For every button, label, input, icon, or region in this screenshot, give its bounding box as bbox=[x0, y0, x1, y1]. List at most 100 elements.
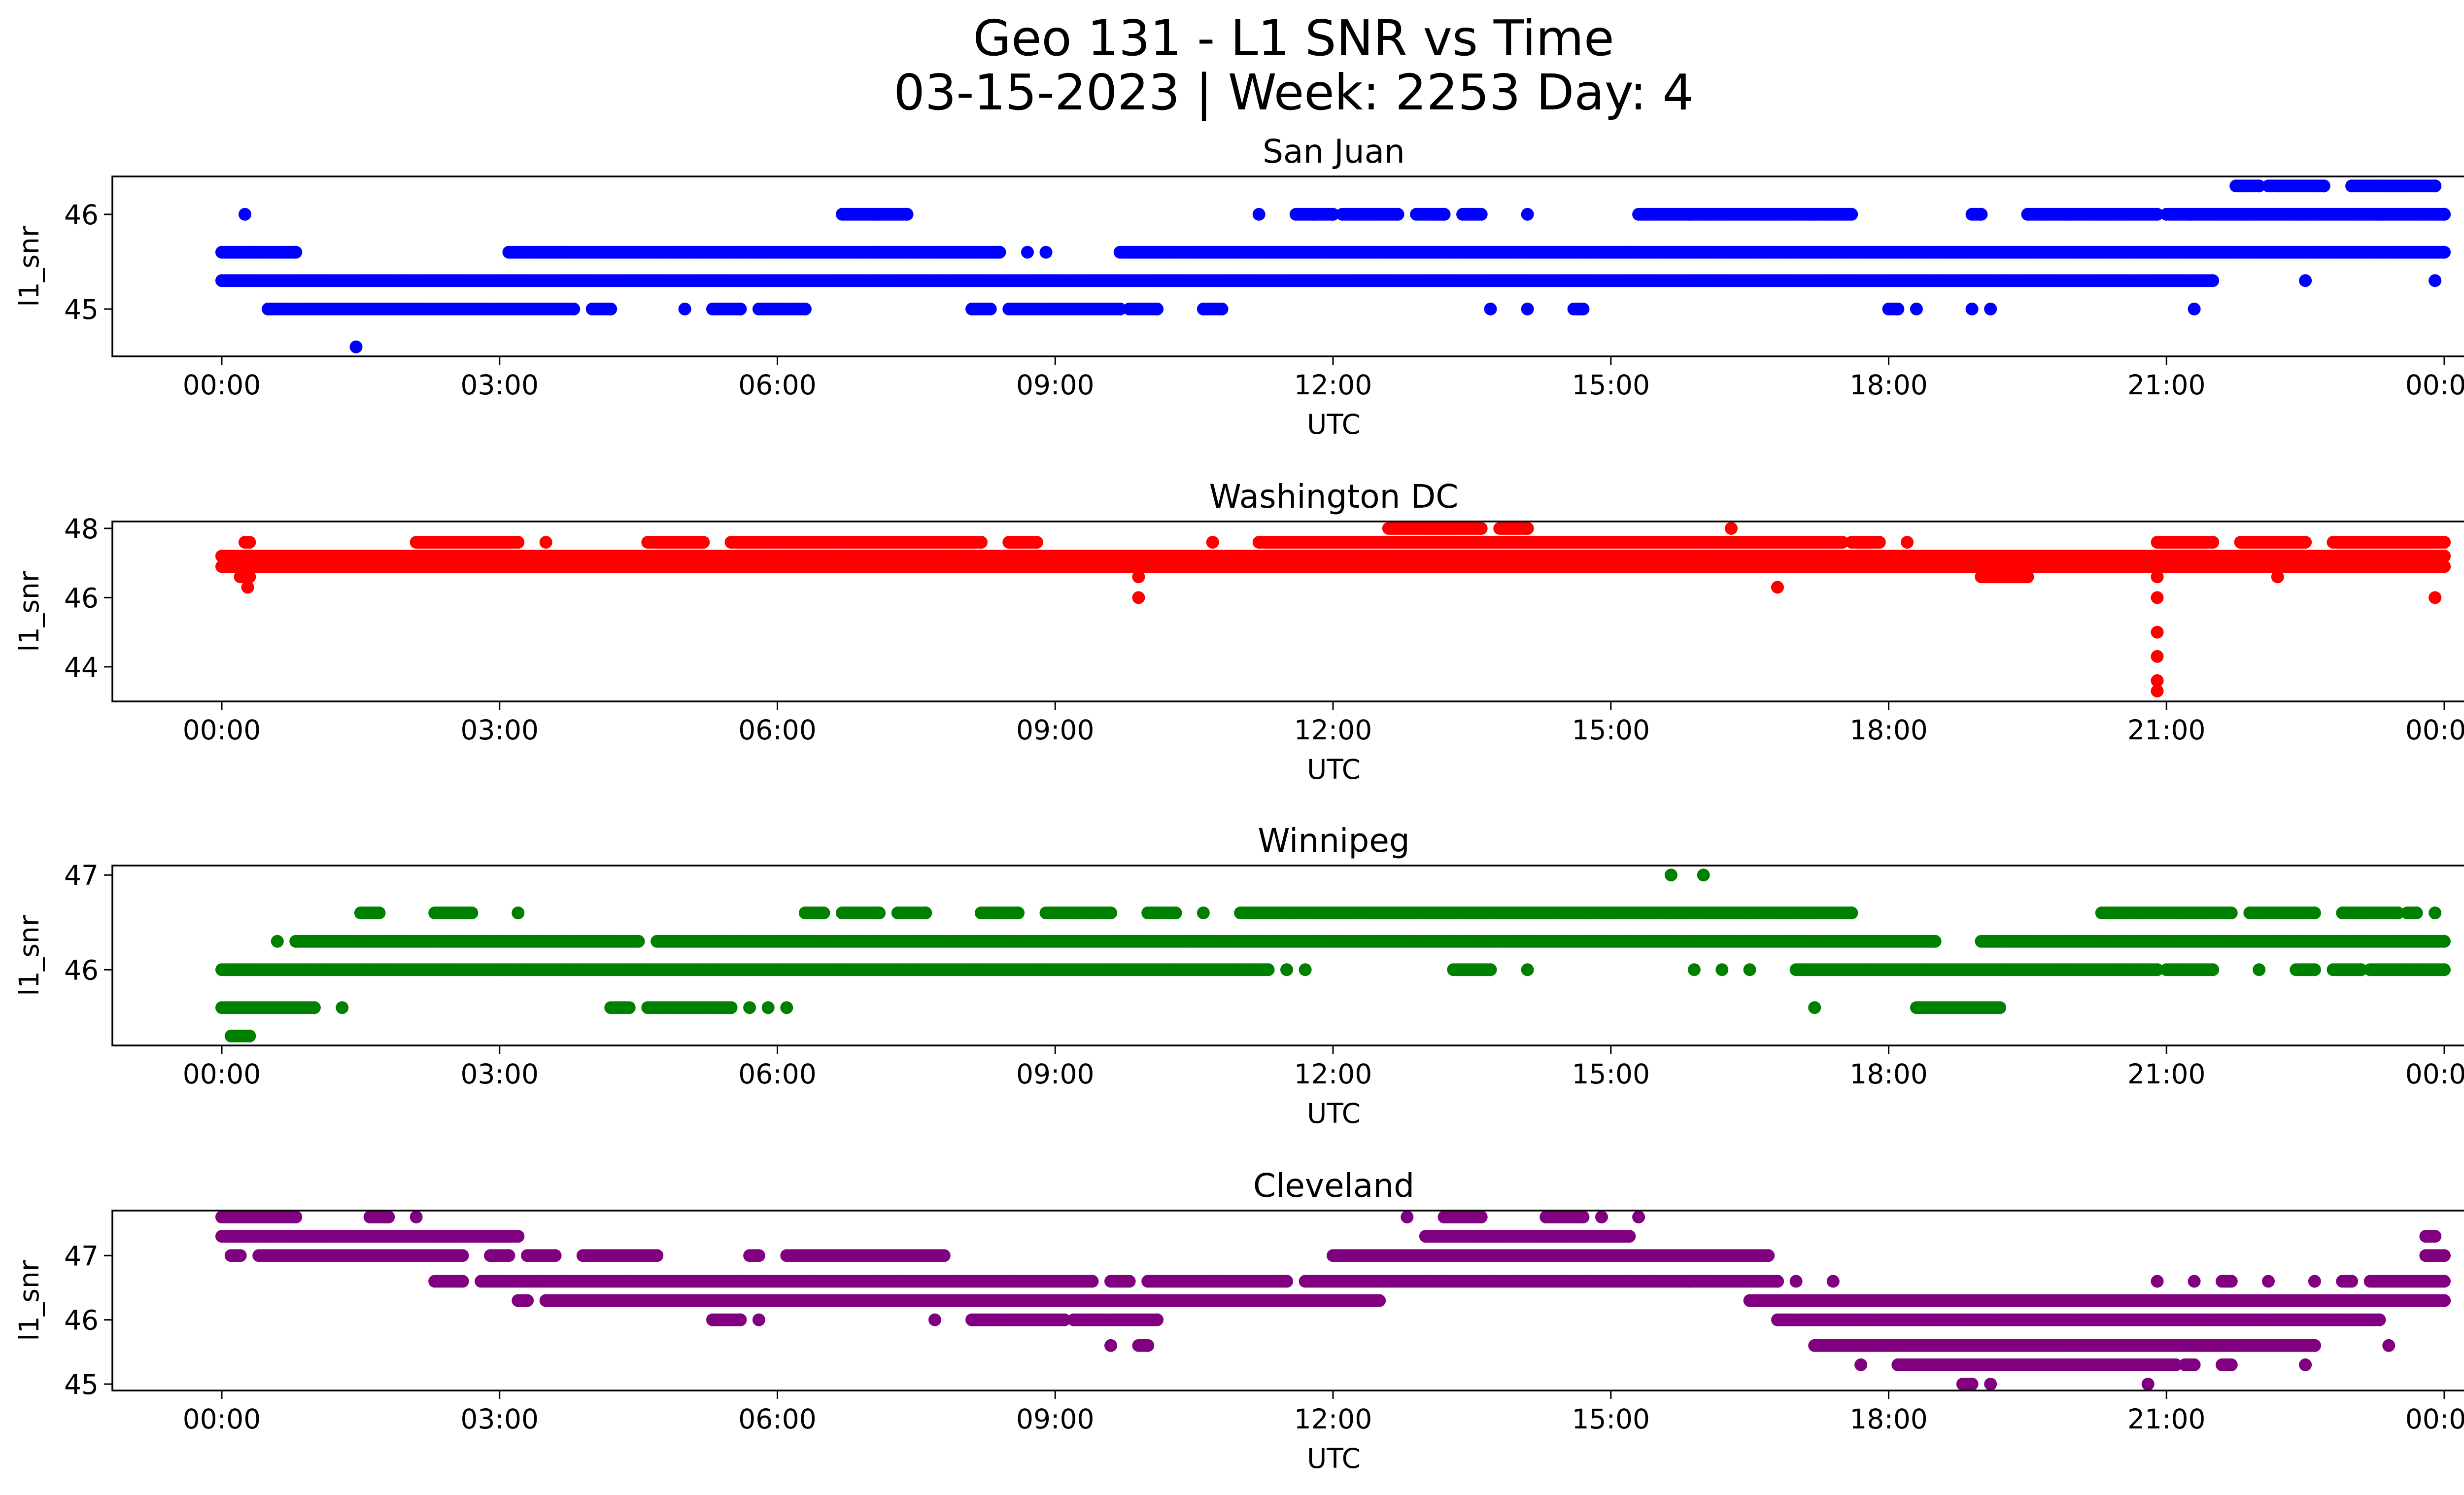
data-point bbox=[2392, 906, 2404, 920]
data-point bbox=[1697, 869, 1710, 882]
x-tick-label: 21:00 bbox=[2127, 714, 2206, 746]
data-point bbox=[2188, 302, 2201, 315]
data-point bbox=[239, 208, 251, 221]
data-point bbox=[2253, 179, 2266, 193]
x-tick-label: 03:00 bbox=[460, 369, 539, 401]
data-point bbox=[1206, 536, 1219, 549]
data-point bbox=[2438, 536, 2451, 549]
data-point bbox=[1521, 208, 1534, 221]
data-point bbox=[2438, 208, 2451, 221]
x-tick-label: 00:00 bbox=[2405, 369, 2464, 401]
data-point bbox=[1039, 245, 1053, 259]
data-point bbox=[1113, 302, 1127, 315]
x-tick-label: 09:00 bbox=[1016, 714, 1095, 746]
x-tick-label: 12:00 bbox=[1294, 369, 1372, 401]
data-point bbox=[512, 536, 525, 549]
data-point bbox=[2206, 536, 2220, 549]
data-point bbox=[2429, 274, 2442, 287]
data-point bbox=[567, 302, 581, 315]
x-tick-label: 06:00 bbox=[738, 369, 817, 401]
data-point bbox=[349, 340, 363, 353]
data-point bbox=[1725, 522, 1738, 535]
data-point bbox=[2151, 674, 2164, 687]
data-point bbox=[241, 581, 254, 594]
data-point bbox=[1521, 522, 1534, 535]
data-point bbox=[1891, 302, 1905, 315]
data-point bbox=[2299, 536, 2312, 549]
data-point bbox=[2438, 245, 2451, 259]
data-point bbox=[873, 906, 886, 920]
x-tick-label: 18:00 bbox=[1849, 369, 1928, 401]
data-point bbox=[1664, 869, 1677, 882]
y-tick-label: 45 bbox=[64, 294, 99, 325]
data-point bbox=[1484, 302, 1497, 315]
data-point bbox=[604, 302, 617, 315]
data-point bbox=[1151, 302, 1164, 315]
data-point bbox=[1901, 536, 1914, 549]
x-tick-label: 00:00 bbox=[183, 714, 261, 746]
data-point bbox=[2224, 906, 2238, 920]
data-point bbox=[2429, 906, 2442, 920]
data-point bbox=[1984, 302, 1997, 315]
data-points bbox=[215, 179, 2451, 353]
data-point bbox=[1215, 302, 1229, 315]
data-point bbox=[1474, 522, 1488, 535]
y-tick-label: 46 bbox=[64, 582, 99, 614]
y-tick-label: 44 bbox=[64, 652, 99, 683]
data-point bbox=[817, 906, 830, 920]
data-point bbox=[512, 906, 525, 920]
x-tick-label: 12:00 bbox=[1294, 714, 1372, 746]
x-tick-label: 18:00 bbox=[1849, 714, 1928, 746]
data-point bbox=[1252, 208, 1266, 221]
data-point bbox=[243, 536, 256, 549]
x-tick-label: 00:00 bbox=[183, 369, 261, 401]
data-point bbox=[734, 302, 747, 315]
data-point bbox=[2151, 650, 2164, 663]
data-point bbox=[1012, 906, 1025, 920]
data-point bbox=[2151, 591, 2164, 604]
data-point bbox=[1132, 591, 1145, 604]
data-point bbox=[373, 906, 386, 920]
data-point bbox=[798, 302, 812, 315]
figure-title-line1: Geo 131 - L1 SNR vs Time bbox=[973, 9, 1614, 67]
y-tick-label: 48 bbox=[64, 513, 99, 545]
data-point bbox=[2429, 179, 2442, 193]
data-point bbox=[1327, 208, 1339, 221]
data-point bbox=[2206, 274, 2220, 287]
subplot-title: Washington DC bbox=[1209, 478, 1459, 516]
data-point bbox=[1021, 245, 1034, 259]
data-point bbox=[2438, 560, 2451, 573]
data-point bbox=[243, 570, 256, 584]
data-points bbox=[215, 869, 2451, 1043]
x-tick-label: 09:00 bbox=[1016, 369, 1095, 401]
data-point bbox=[2438, 550, 2451, 563]
data-point bbox=[2151, 570, 2164, 584]
data-point bbox=[1873, 536, 1886, 549]
data-point bbox=[1836, 536, 1849, 549]
data-point bbox=[2410, 906, 2423, 920]
data-point bbox=[2299, 274, 2312, 287]
data-point bbox=[984, 302, 997, 315]
x-tick-label: 00:00 bbox=[2405, 714, 2464, 746]
y-axis-label: l1_snr bbox=[13, 226, 45, 307]
data-point bbox=[465, 906, 479, 920]
data-point bbox=[1576, 302, 1590, 315]
data-point bbox=[1910, 302, 1923, 315]
subplot-title: San Juan bbox=[1263, 133, 1405, 171]
data-point bbox=[2151, 208, 2164, 221]
data-point bbox=[2021, 570, 2034, 584]
data-point bbox=[1845, 906, 1858, 920]
x-axis-label: UTC bbox=[1307, 754, 1361, 785]
axes-frame bbox=[111, 175, 2464, 357]
data-point bbox=[1771, 581, 1784, 594]
data-point bbox=[1104, 906, 1117, 920]
data-point bbox=[539, 536, 552, 549]
data-point bbox=[1521, 302, 1534, 315]
data-point bbox=[1132, 570, 1145, 584]
data-point bbox=[2271, 570, 2284, 584]
data-point bbox=[1437, 208, 1451, 221]
subplot-title: Winnipeg bbox=[1258, 822, 1410, 860]
